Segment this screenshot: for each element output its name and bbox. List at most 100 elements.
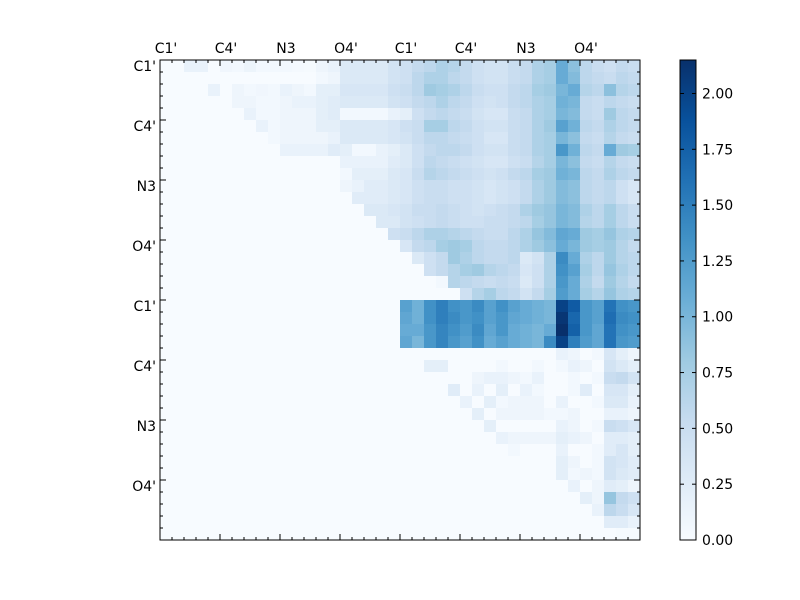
heatmap-cell xyxy=(448,468,461,481)
heatmap-cell xyxy=(208,456,221,469)
heatmap-cell xyxy=(400,312,413,325)
heatmap-cell xyxy=(568,60,581,73)
heatmap-cell xyxy=(376,60,389,73)
heatmap-cell xyxy=(460,480,473,493)
heatmap-cell xyxy=(292,336,305,349)
heatmap-cell xyxy=(328,492,341,505)
heatmap-cell xyxy=(244,216,257,229)
heatmap-cell xyxy=(256,444,269,457)
heatmap-cell xyxy=(580,396,593,409)
heatmap-cell xyxy=(508,432,521,445)
heatmap-cell xyxy=(196,336,209,349)
heatmap-cell xyxy=(604,240,617,253)
heatmap-cell xyxy=(556,288,569,301)
heatmap-cell xyxy=(232,372,245,385)
heatmap-cell xyxy=(436,288,449,301)
heatmap-cell xyxy=(520,96,533,109)
heatmap-cell xyxy=(520,420,533,433)
heatmap-cell xyxy=(400,288,413,301)
heatmap-cell xyxy=(604,312,617,325)
heatmap-cell xyxy=(472,336,485,349)
heatmap-cell xyxy=(232,384,245,397)
heatmap-cell xyxy=(292,360,305,373)
heatmap-cell xyxy=(496,528,509,541)
heatmap-cell xyxy=(532,324,545,337)
heatmap-cell xyxy=(460,156,473,169)
heatmap-cell xyxy=(388,516,401,529)
heatmap-cell xyxy=(460,300,473,313)
heatmap-cell xyxy=(220,516,233,529)
heatmap-cell xyxy=(568,180,581,193)
heatmap-cell xyxy=(400,468,413,481)
heatmap-cell xyxy=(544,396,557,409)
heatmap-cell xyxy=(388,444,401,457)
heatmap-cell xyxy=(268,216,281,229)
heatmap-cell xyxy=(244,396,257,409)
heatmap-cell xyxy=(388,468,401,481)
heatmap-cell xyxy=(292,276,305,289)
heatmap-cell xyxy=(532,372,545,385)
heatmap-cell xyxy=(616,516,629,529)
heatmap-cell xyxy=(592,528,605,541)
heatmap-cell xyxy=(412,312,425,325)
heatmap-cell xyxy=(196,144,209,157)
heatmap-cell xyxy=(172,360,185,373)
heatmap-cell xyxy=(592,360,605,373)
heatmap-cell xyxy=(220,492,233,505)
heatmap-cell xyxy=(196,96,209,109)
heatmap-cell xyxy=(184,528,197,541)
heatmap-cell xyxy=(328,288,341,301)
heatmap-cell xyxy=(244,108,257,121)
heatmap-cell xyxy=(400,492,413,505)
heatmap-cell xyxy=(376,456,389,469)
heatmap-cell xyxy=(520,504,533,517)
heatmap-cell xyxy=(316,252,329,265)
heatmap-cell xyxy=(520,432,533,445)
heatmap-cell xyxy=(568,120,581,133)
heatmap-cell xyxy=(628,108,641,121)
heatmap-cell xyxy=(220,72,233,85)
heatmap-cell xyxy=(352,276,365,289)
heatmap-cell xyxy=(232,468,245,481)
heatmap-cell xyxy=(472,264,485,277)
heatmap-cell xyxy=(268,336,281,349)
heatmap-cell xyxy=(508,144,521,157)
heatmap-cell xyxy=(508,336,521,349)
heatmap-cell xyxy=(556,408,569,421)
heatmap-cell xyxy=(256,384,269,397)
heatmap-cell xyxy=(448,84,461,97)
heatmap-cell xyxy=(208,240,221,253)
heatmap-cell xyxy=(364,348,377,361)
heatmap-cell xyxy=(580,108,593,121)
heatmap-cell xyxy=(172,180,185,193)
heatmap-cell xyxy=(256,96,269,109)
heatmap-cell xyxy=(268,240,281,253)
heatmap-cell xyxy=(460,336,473,349)
heatmap-cell xyxy=(592,372,605,385)
heatmap-cell xyxy=(376,240,389,253)
heatmap-cell xyxy=(316,216,329,229)
heatmap-cell xyxy=(544,408,557,421)
heatmap-cell xyxy=(592,132,605,145)
heatmap-cell xyxy=(292,420,305,433)
heatmap-cell xyxy=(220,84,233,97)
heatmap-cell xyxy=(352,528,365,541)
heatmap-cell xyxy=(508,420,521,433)
heatmap-cell xyxy=(376,120,389,133)
heatmap-cell xyxy=(244,528,257,541)
heatmap-cell xyxy=(484,312,497,325)
heatmap-cell xyxy=(580,120,593,133)
heatmap-cell xyxy=(328,252,341,265)
heatmap-cell xyxy=(580,240,593,253)
heatmap-cell xyxy=(412,204,425,217)
heatmap-cell xyxy=(532,444,545,457)
heatmap-cell xyxy=(532,288,545,301)
heatmap-cell xyxy=(196,504,209,517)
heatmap-cell xyxy=(256,216,269,229)
heatmap-cell xyxy=(424,252,437,265)
heatmap-cell xyxy=(496,192,509,205)
heatmap-cell xyxy=(208,300,221,313)
heatmap-cell xyxy=(220,240,233,253)
heatmap-cell xyxy=(376,408,389,421)
heatmap-cell xyxy=(628,84,641,97)
